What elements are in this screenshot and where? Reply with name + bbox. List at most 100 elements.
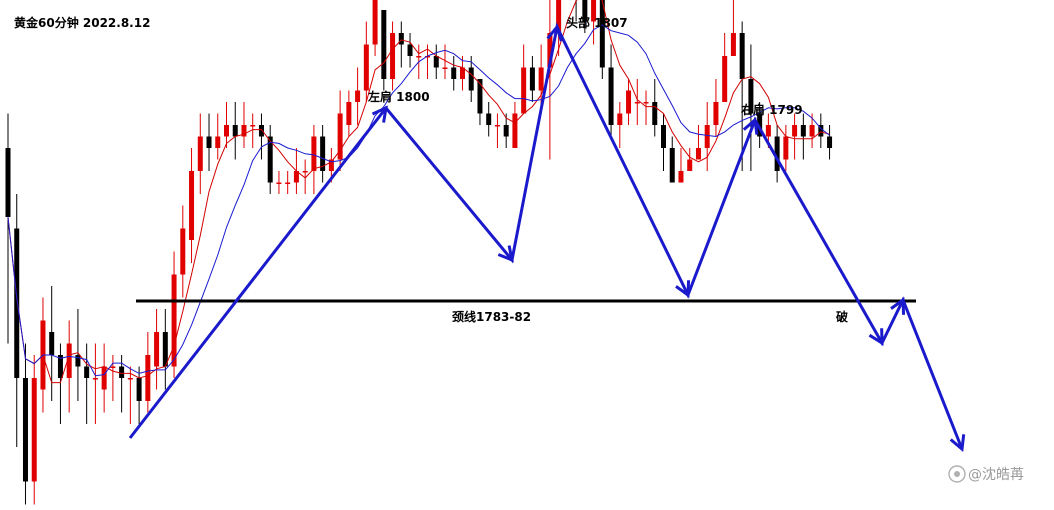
candle-body [407,44,413,56]
candle [407,33,413,68]
candle-body [827,136,833,148]
candle [75,309,81,401]
candle-body [197,136,203,171]
candle [494,113,500,148]
candle-body [363,44,369,91]
candle [661,113,666,171]
candle [669,136,675,183]
candle [232,102,238,160]
candle [302,159,308,194]
candle [197,113,203,194]
candle-body [398,33,404,45]
candle [800,113,806,160]
candle [774,125,780,183]
moving-averages [7,0,830,384]
candle-body [459,67,465,79]
candle-body [608,67,614,125]
candle-body [136,378,142,401]
candle [634,79,640,125]
candle [22,343,28,505]
candle-body [285,182,291,184]
candle [652,79,658,137]
candle [215,113,221,160]
ma-long-line [7,24,830,377]
candle-body [582,0,588,22]
candle-body [390,33,396,79]
candle-body [127,378,133,380]
candle-body [626,90,632,114]
candle [529,56,535,102]
candle [433,44,439,79]
candle-body [774,136,780,171]
candle-body [521,67,527,114]
candle-body [591,0,597,22]
candle [180,205,186,298]
candle-body [433,56,439,68]
candle [311,125,317,194]
candle [678,148,684,183]
candle [695,125,701,160]
candle-body [757,113,763,137]
candle [92,343,98,424]
candle-body [486,113,492,125]
candle-body [643,102,649,104]
candle-body [529,67,535,91]
candle [687,148,693,171]
candle [739,21,745,171]
candle [809,113,815,148]
candle [189,148,195,263]
candle-body [538,67,544,91]
candle-body [678,171,684,183]
candle-body [599,0,605,68]
candle-body [92,378,98,380]
candle [119,355,125,413]
candle-body [818,125,824,137]
candle-body [617,113,623,125]
candle-body [687,159,693,171]
candle-body [145,355,151,401]
candle [171,251,177,378]
candle-body [337,113,343,160]
right-shoulder-label: 右肩 1799 [740,102,803,117]
candle [521,44,527,114]
candle [643,90,649,125]
candle [372,0,378,56]
candle-body [250,125,256,127]
left-shoulder-label: 左肩 1800 [367,89,430,104]
candle-body [119,366,125,378]
candle-body [748,79,754,114]
candle-body [14,228,20,378]
candle-body [276,182,282,184]
candle [477,79,483,125]
candle [145,332,151,413]
candle [258,113,264,160]
candle-body [171,274,177,367]
candle-body [162,332,168,367]
candle [241,102,247,148]
candle-body [442,67,448,69]
candle-body [425,56,431,58]
candle [451,56,457,91]
candle-body [556,0,562,33]
pattern-arrowhead [371,105,388,123]
candle-body [730,33,736,56]
head-shoulders-pattern [128,22,966,452]
candle [162,309,168,390]
candle [250,113,256,148]
candle-body [634,102,640,104]
candle-body [84,366,90,378]
candle [626,79,632,125]
candle-body [547,33,553,68]
candle-body [494,125,500,127]
candle [827,125,833,160]
candle [267,125,273,194]
pattern-arrowhead [949,434,966,452]
candle-body [739,33,745,79]
candle-body [451,67,457,79]
candle-body [180,228,186,275]
candle [206,113,212,171]
watermark-text: @沈皓苒 [968,467,1024,483]
candle-body [328,159,334,171]
